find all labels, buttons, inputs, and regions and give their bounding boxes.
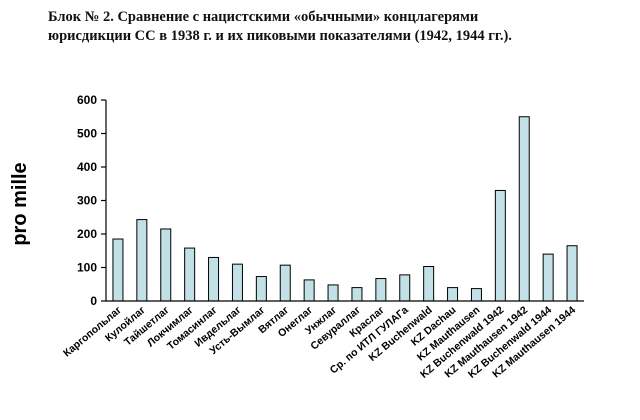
x-tick-labels: КаргопольлагКулойлагТайшетлагЛокчимлагТо… xyxy=(61,304,578,381)
bar xyxy=(231,263,243,302)
y-tick-label: 100 xyxy=(77,261,97,275)
page-title: Блок № 2. Сравнение с нацистскими «обычн… xyxy=(48,8,630,46)
title-line-1: Блок № 2. Сравнение с нацистскими «обычн… xyxy=(48,9,479,25)
bar xyxy=(327,284,339,302)
bars xyxy=(112,116,578,302)
bar xyxy=(184,247,196,302)
bar xyxy=(136,219,148,302)
bar xyxy=(208,256,220,302)
bar xyxy=(351,287,363,302)
bar xyxy=(494,189,506,302)
bar xyxy=(566,245,578,302)
title-line-2: юрисдикции СС в 1938 г. и их пиковыми по… xyxy=(48,28,512,44)
bar xyxy=(375,278,387,302)
y-tick-label: 200 xyxy=(77,227,97,241)
y-tick-label: 500 xyxy=(77,127,97,141)
bar xyxy=(470,288,482,302)
bar xyxy=(303,279,315,302)
bar xyxy=(447,287,459,302)
y-tick-label: 300 xyxy=(77,194,97,208)
y-tick-label: 0 xyxy=(90,294,97,308)
bar xyxy=(399,274,411,302)
bar xyxy=(542,253,554,302)
y-ticks: 0 100 200 300 400 500 600 xyxy=(77,93,106,308)
y-axis-label: pro mille xyxy=(9,162,31,245)
bar xyxy=(255,276,267,302)
bar xyxy=(112,238,124,302)
y-tick-label: 400 xyxy=(77,160,97,174)
bar xyxy=(518,116,530,302)
y-tick-label: 600 xyxy=(77,93,97,107)
bar xyxy=(160,228,172,302)
bar xyxy=(279,264,291,302)
bar xyxy=(423,265,435,302)
